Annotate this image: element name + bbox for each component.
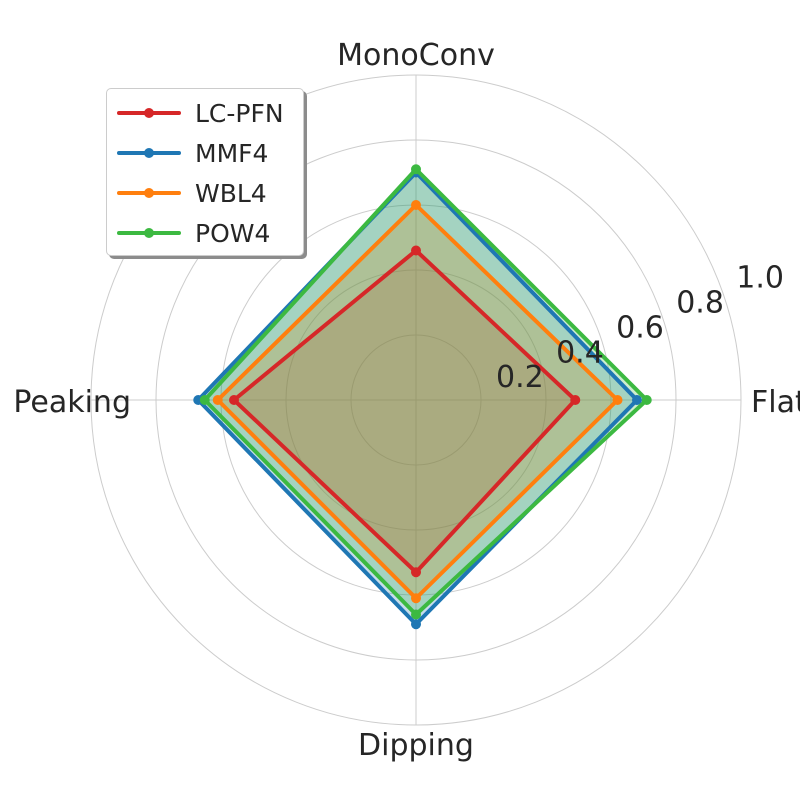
legend-marker-mmf4 (144, 148, 154, 158)
legend-label-mmf4: MMF4 (195, 138, 269, 168)
point-lc-pfn-flat (570, 395, 581, 405)
r-tick-label-5: 1.0 (736, 261, 784, 296)
point-pow4-peaking (199, 395, 210, 405)
point-pow4-dipping (411, 609, 421, 620)
point-lc-pfn-peaking (229, 395, 239, 405)
chart-legend: LC-PFN MMF4 WBL4 POW4 (106, 88, 304, 256)
axis-label-dipping: Dipping (358, 728, 474, 763)
legend-swatch-mmf4 (117, 133, 181, 173)
r-tick-label-2: 0.4 (556, 335, 604, 370)
legend-swatch-wbl4 (117, 173, 181, 213)
legend-marker-pow4 (144, 228, 154, 238)
point-wbl4-peaking (212, 395, 223, 405)
r-tick-label-1: 0.2 (496, 360, 544, 395)
legend-label-wbl4: WBL4 (195, 178, 267, 208)
legend-item-lc-pfn: LC-PFN (117, 93, 303, 133)
legend-label-pow4: POW4 (195, 218, 271, 248)
point-lc-pfn-dipping (411, 567, 421, 578)
axis-label-flat: Flat (751, 385, 800, 420)
legend-label-lc-pfn: LC-PFN (195, 98, 284, 128)
legend-swatch-lc-pfn (117, 93, 181, 133)
point-wbl4-flat (612, 395, 623, 405)
point-pow4-flat (641, 395, 652, 405)
legend-marker-wbl4 (144, 188, 154, 198)
legend-swatch-pow4 (117, 213, 181, 253)
point-mmf4-flat (632, 395, 642, 405)
r-tick-label-4: 0.8 (676, 286, 724, 321)
legend-item-wbl4: WBL4 (117, 173, 303, 213)
point-wbl4-dipping (411, 593, 421, 604)
r-tick-label-3: 0.6 (616, 310, 664, 345)
axis-label-peaking: Peaking (13, 385, 131, 420)
legend-item-mmf4: MMF4 (117, 133, 303, 173)
legend-marker-lc-pfn (144, 108, 154, 118)
axis-label-monoconv: MonoConv (337, 38, 495, 73)
point-lc-pfn-monoconv (411, 245, 421, 256)
legend-item-pow4: POW4 (117, 213, 303, 253)
point-mmf4-dipping (411, 619, 421, 630)
point-wbl4-monoconv (411, 200, 421, 210)
point-pow4-monoconv (411, 164, 421, 175)
